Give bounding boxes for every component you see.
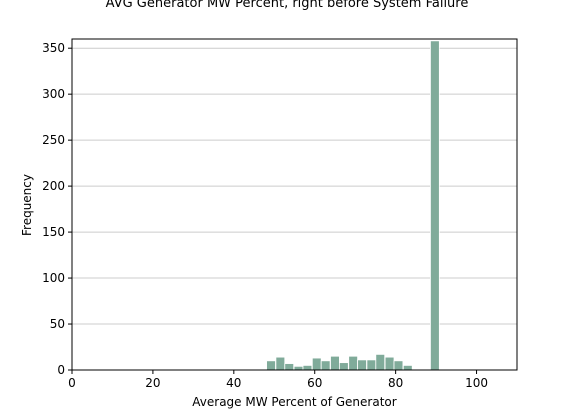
x-tick-label: 100 (465, 376, 488, 390)
histogram-bar (366, 359, 377, 371)
histogram-bar (348, 355, 359, 371)
y-tick-label: 200 (42, 179, 65, 193)
y-tick-label: 0 (57, 363, 65, 377)
histogram-bar (275, 356, 286, 371)
histogram-bar (375, 353, 386, 371)
histogram-bar (384, 356, 395, 371)
y-axis-label: Frequency (20, 174, 34, 236)
x-tick-label: 80 (388, 376, 403, 390)
chart-title: AVG Generator MW Percent, right before S… (106, 0, 469, 11)
y-axis-ticks: 0 50 100 150 200 250 300 350 (42, 41, 72, 377)
histogram-bar (330, 355, 340, 371)
y-tick-label: 300 (42, 87, 65, 101)
y-tick-label: 350 (42, 41, 65, 55)
y-tick-label: 50 (50, 317, 65, 331)
x-tick-label: 20 (145, 376, 160, 390)
grid-lines (72, 47, 517, 325)
plot-frame (71, 38, 518, 371)
y-tick-label: 100 (42, 271, 65, 285)
x-axis-label: Average MW Percent of Generator (192, 395, 396, 409)
histogram-bar (311, 357, 322, 371)
histogram-bar (393, 360, 404, 371)
histogram-bar (302, 365, 313, 371)
x-axis-ticks: 0 20 40 60 80 100 (68, 370, 488, 390)
histogram-bar (320, 360, 331, 371)
histogram-bar (430, 40, 440, 371)
histogram-bar (357, 359, 367, 371)
histogram-bar (284, 363, 295, 371)
histogram-bar (339, 362, 349, 371)
x-tick-label: 0 (68, 376, 76, 390)
x-tick-label: 40 (226, 376, 241, 390)
x-tick-label: 60 (307, 376, 322, 390)
histogram-bar (402, 365, 413, 371)
bars (266, 40, 479, 371)
y-tick-label: 250 (42, 133, 65, 147)
histogram-bar (293, 365, 304, 371)
histogram-bar (266, 360, 276, 371)
y-tick-label: 150 (42, 225, 65, 239)
